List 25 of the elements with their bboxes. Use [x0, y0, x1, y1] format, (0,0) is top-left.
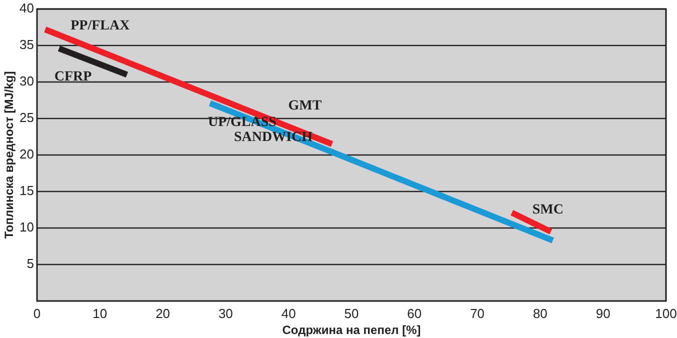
series-label: SMC [532, 202, 564, 218]
y-tick-label: 25 [20, 110, 34, 125]
x-tick-label: 40 [281, 306, 296, 321]
series-label: CFRP [54, 70, 92, 85]
y-tick-label: 30 [20, 73, 34, 88]
x-tick-label: 0 [33, 306, 41, 321]
x-tick-label: 90 [596, 306, 610, 321]
x-tick-label: 10 [92, 306, 108, 321]
x-tick-label: 30 [218, 306, 233, 321]
x-tick-label: 70 [470, 306, 485, 321]
annotation: GMT [288, 98, 322, 114]
x-tick-label: 100 [655, 306, 677, 321]
y-tick-label: 15 [20, 182, 34, 198]
y-axis-title: Топлинска вредност [MJ/kg] [2, 71, 16, 239]
y-tick-label: 35 [20, 36, 34, 52]
x-axis-title: Содржина на пепел [%] [282, 323, 421, 337]
x-tick-label: 80 [532, 306, 548, 321]
y-tick-label: 40 [20, 0, 34, 16]
y-tick-label: 10 [20, 219, 34, 234]
x-tick-label: 20 [156, 306, 170, 321]
x-tick-label: 50 [344, 306, 359, 321]
series-label: PP/FLAX [70, 18, 130, 34]
y-tick-label: 5 [26, 256, 34, 271]
x-tick-label: 60 [407, 306, 422, 321]
y-tick-label: 20 [20, 146, 34, 162]
